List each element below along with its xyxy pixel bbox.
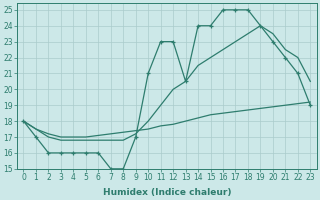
X-axis label: Humidex (Indice chaleur): Humidex (Indice chaleur) xyxy=(103,188,231,197)
